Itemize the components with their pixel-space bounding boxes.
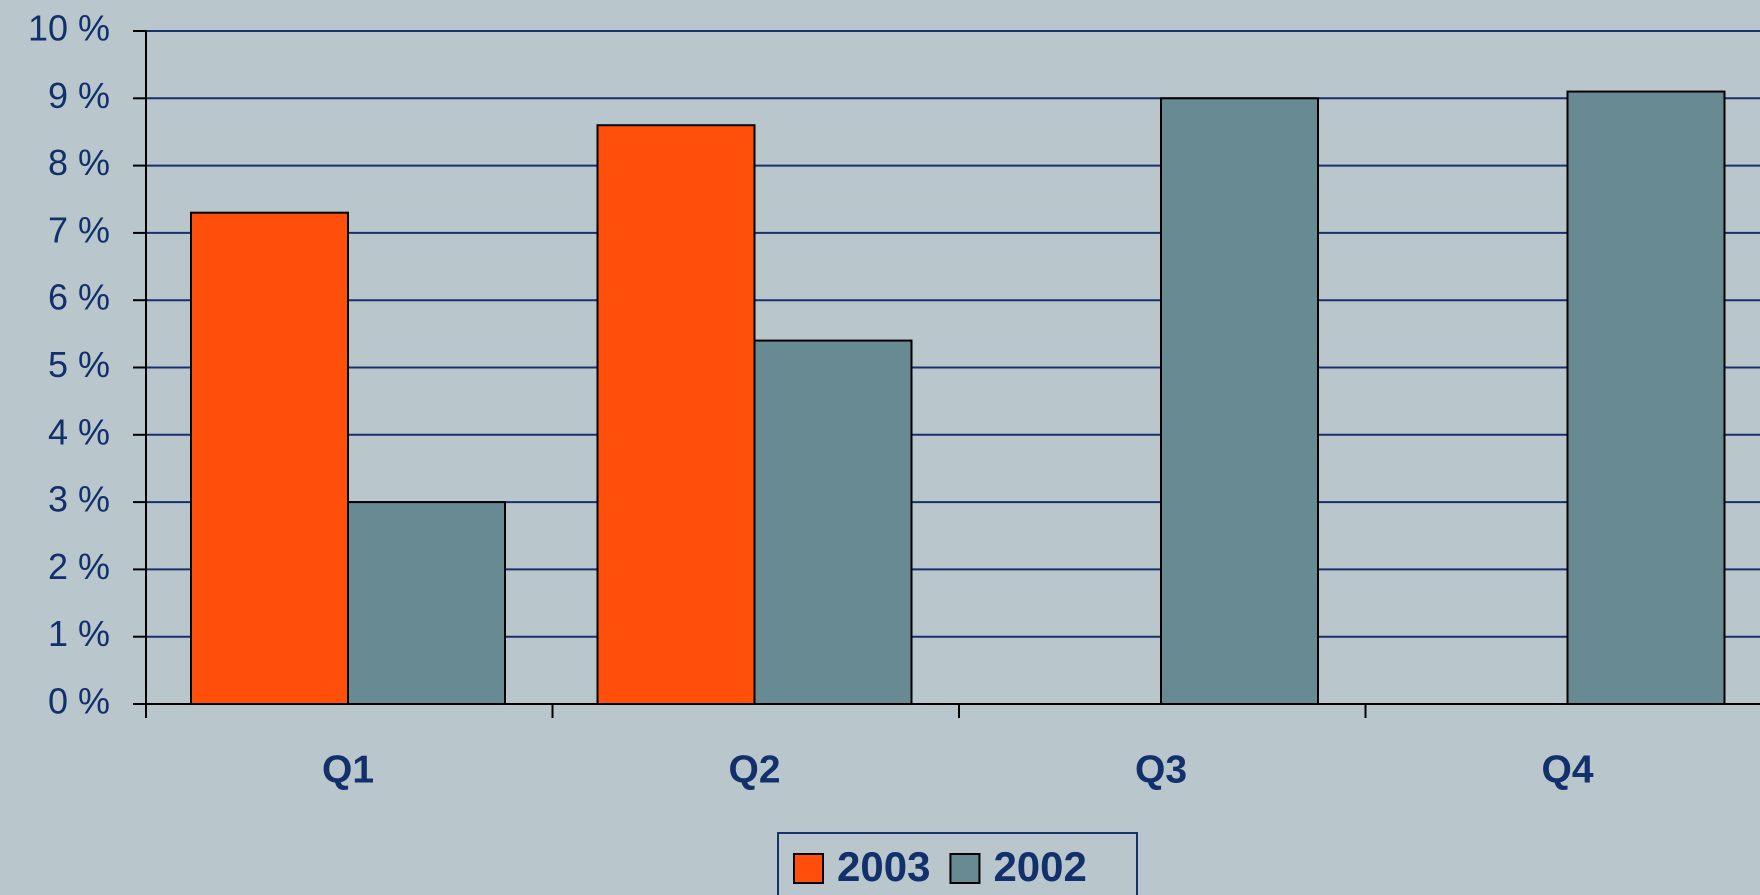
y-tick-label: 4 %	[48, 411, 110, 452]
legend-swatch	[793, 853, 824, 884]
y-tick-label: 8 %	[48, 142, 110, 183]
bar	[596, 124, 756, 706]
y-tick-label: 6 %	[48, 277, 110, 318]
bar	[1160, 97, 1319, 706]
bar	[190, 211, 349, 706]
legend-label: 2002	[993, 843, 1086, 890]
y-tick-label: 10 %	[28, 8, 110, 49]
x-tick-label: Q4	[1541, 748, 1593, 791]
legend-label: 2003	[837, 843, 930, 890]
legend-swatch	[949, 853, 981, 884]
y-tick-label: 0 %	[48, 681, 110, 722]
y-tick-label: 9 %	[48, 75, 110, 116]
y-tick-label: 7 %	[48, 209, 110, 250]
x-tick-label: Q2	[728, 748, 780, 791]
bar	[1566, 90, 1726, 705]
y-tick-label: 2 %	[48, 546, 110, 587]
bar	[753, 339, 913, 705]
y-tick-label: 5 %	[48, 344, 110, 385]
legend-box	[777, 832, 1138, 895]
bar	[347, 501, 506, 705]
x-tick-label: Q3	[1135, 748, 1187, 791]
y-tick-label: 1 %	[48, 613, 110, 654]
x-tick-label: Q1	[322, 748, 374, 791]
y-tick-label: 3 %	[48, 479, 110, 520]
